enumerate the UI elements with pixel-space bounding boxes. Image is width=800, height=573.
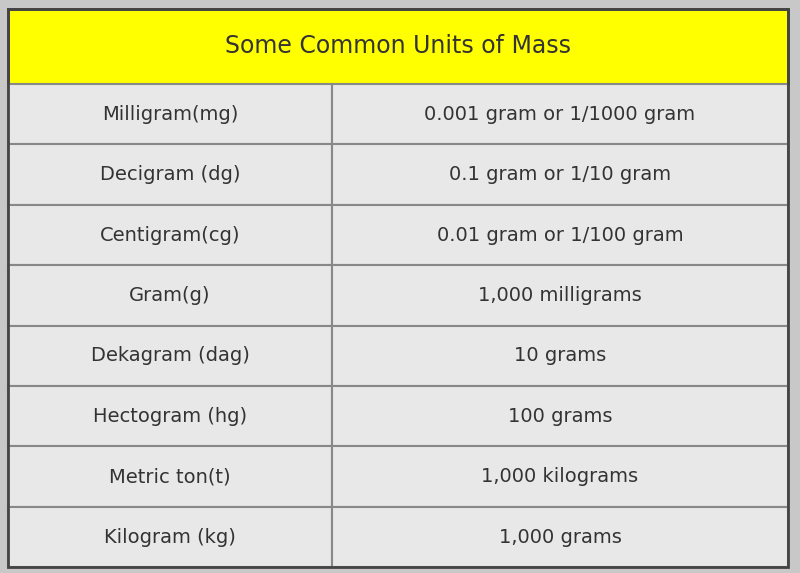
- Bar: [8, 84, 332, 144]
- Bar: [332, 84, 788, 144]
- Text: Gram(g): Gram(g): [130, 286, 210, 305]
- Bar: [8, 386, 332, 446]
- Text: Centigram(cg): Centigram(cg): [100, 226, 240, 245]
- Bar: [332, 507, 788, 567]
- Bar: [8, 205, 332, 265]
- Bar: [332, 144, 788, 205]
- Text: Kilogram (kg): Kilogram (kg): [104, 528, 236, 547]
- Bar: [8, 265, 332, 325]
- Text: 1,000 kilograms: 1,000 kilograms: [482, 467, 638, 486]
- Text: 10 grams: 10 grams: [514, 346, 606, 366]
- Bar: [8, 446, 332, 507]
- Bar: [332, 325, 788, 386]
- Bar: [8, 144, 332, 205]
- Text: Dekagram (dag): Dekagram (dag): [90, 346, 250, 366]
- Text: 1,000 milligrams: 1,000 milligrams: [478, 286, 642, 305]
- Bar: [332, 446, 788, 507]
- Text: Decigram (dg): Decigram (dg): [100, 165, 240, 184]
- Bar: [332, 205, 788, 265]
- Text: Some Common Units of Mass: Some Common Units of Mass: [225, 34, 571, 58]
- Text: 0.1 gram or 1/10 gram: 0.1 gram or 1/10 gram: [449, 165, 671, 184]
- Bar: [8, 9, 788, 84]
- Text: Milligram(mg): Milligram(mg): [102, 105, 238, 124]
- Text: 0.01 gram or 1/100 gram: 0.01 gram or 1/100 gram: [437, 226, 683, 245]
- Text: Metric ton(t): Metric ton(t): [109, 467, 231, 486]
- Text: Hectogram (hg): Hectogram (hg): [93, 407, 247, 426]
- Bar: [8, 507, 332, 567]
- Text: 0.001 gram or 1/1000 gram: 0.001 gram or 1/1000 gram: [425, 105, 695, 124]
- Text: 1,000 grams: 1,000 grams: [498, 528, 622, 547]
- Bar: [8, 325, 332, 386]
- Bar: [332, 265, 788, 325]
- Bar: [332, 386, 788, 446]
- Text: 100 grams: 100 grams: [508, 407, 612, 426]
